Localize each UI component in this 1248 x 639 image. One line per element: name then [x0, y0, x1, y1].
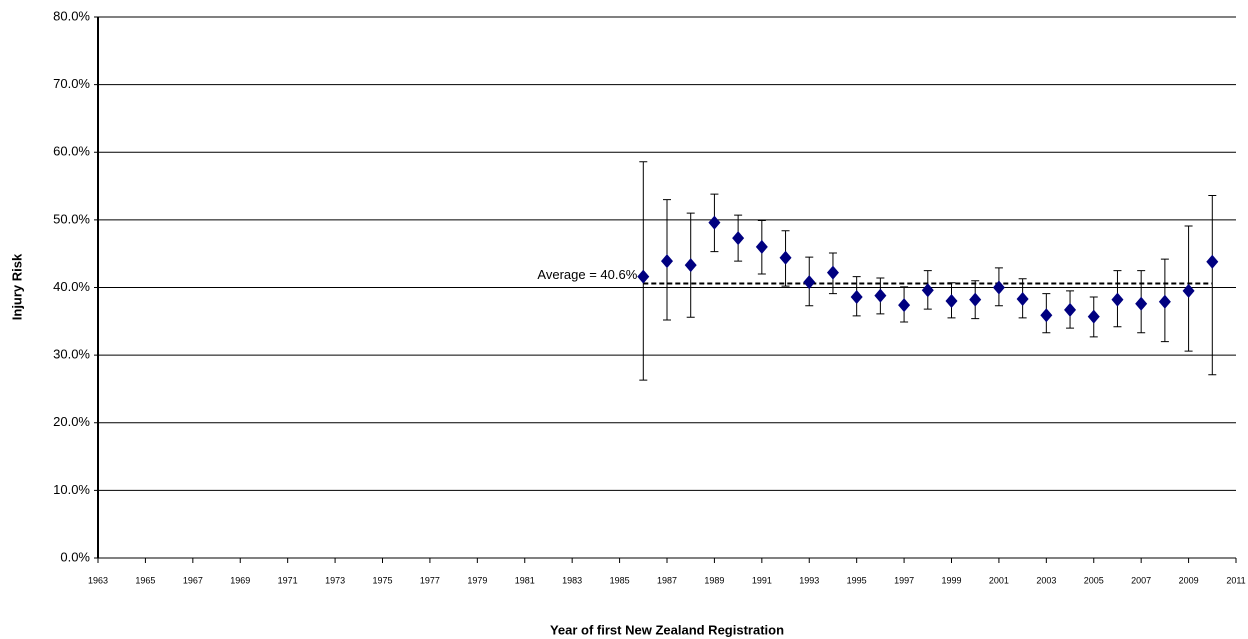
data-point: [1040, 308, 1053, 323]
data-point: [661, 254, 673, 269]
data-point: [921, 283, 934, 298]
y-tick-label: 30.0%: [53, 347, 90, 362]
error-bar: [1208, 195, 1217, 376]
data-point: [874, 288, 887, 303]
x-tick-label: 1985: [610, 575, 630, 585]
x-tick-label: 1981: [515, 575, 535, 585]
data-point: [850, 289, 863, 304]
y-tick-label: 50.0%: [53, 211, 90, 226]
x-tick-label: 1971: [278, 575, 298, 585]
x-tick-label: 2001: [989, 575, 1009, 585]
data-point: [1135, 296, 1148, 311]
x-tick-label: 2011: [1226, 575, 1245, 585]
y-tick-label: 70.0%: [53, 76, 90, 91]
x-tick-label: 2007: [1131, 575, 1151, 585]
data-point: [898, 298, 911, 313]
data-point: [969, 292, 982, 307]
data-point: [803, 275, 816, 290]
data-point: [1111, 292, 1124, 307]
x-tick-label: 1989: [704, 575, 724, 585]
data-point: [945, 294, 958, 309]
data-point: [684, 258, 697, 273]
x-tick-label: 1993: [799, 575, 819, 585]
data-point: [826, 265, 839, 280]
data-point: [779, 250, 792, 265]
data-point: [1206, 254, 1219, 269]
x-tick-label: 1979: [467, 575, 487, 585]
x-tick-label: 1975: [372, 575, 392, 585]
data-point: [755, 239, 768, 254]
y-tick-label: 0.0%: [60, 549, 90, 564]
data-point: [1182, 283, 1195, 298]
x-tick-label: 2009: [1179, 575, 1199, 585]
x-tick-label: 1963: [88, 575, 108, 585]
data-point: [1087, 309, 1100, 324]
x-tick-label: 1973: [325, 575, 345, 585]
y-tick-label: 10.0%: [53, 482, 90, 497]
data-point: [637, 269, 650, 284]
y-tick-label: 40.0%: [53, 279, 90, 294]
data-point: [992, 280, 1005, 295]
average-label: Average = 40.6%: [537, 267, 637, 282]
x-tick-label: 1969: [230, 575, 250, 585]
data-point: [1016, 291, 1029, 306]
x-tick-label: 1967: [183, 575, 203, 585]
x-tick-label: 1977: [420, 575, 440, 585]
y-tick-label: 20.0%: [53, 414, 90, 429]
x-axis-title: Year of first New Zealand Registration: [550, 622, 784, 637]
data-point: [708, 215, 721, 230]
x-tick-label: 1997: [894, 575, 914, 585]
y-axis-title: Injury Risk: [9, 253, 24, 320]
y-tick-label: 80.0%: [53, 8, 90, 23]
x-tick-label: 1999: [941, 575, 961, 585]
x-tick-label: 1995: [847, 575, 867, 585]
x-tick-label: 1987: [657, 575, 677, 585]
x-tick-label: 2003: [1036, 575, 1056, 585]
x-tick-label: 1991: [752, 575, 772, 585]
x-tick-label: 2005: [1084, 575, 1104, 585]
data-point: [1158, 294, 1171, 309]
y-tick-label: 60.0%: [53, 144, 90, 159]
x-tick-label: 1983: [562, 575, 582, 585]
data-point: [1064, 302, 1077, 317]
data-point: [732, 231, 745, 246]
x-tick-label: 1965: [135, 575, 155, 585]
